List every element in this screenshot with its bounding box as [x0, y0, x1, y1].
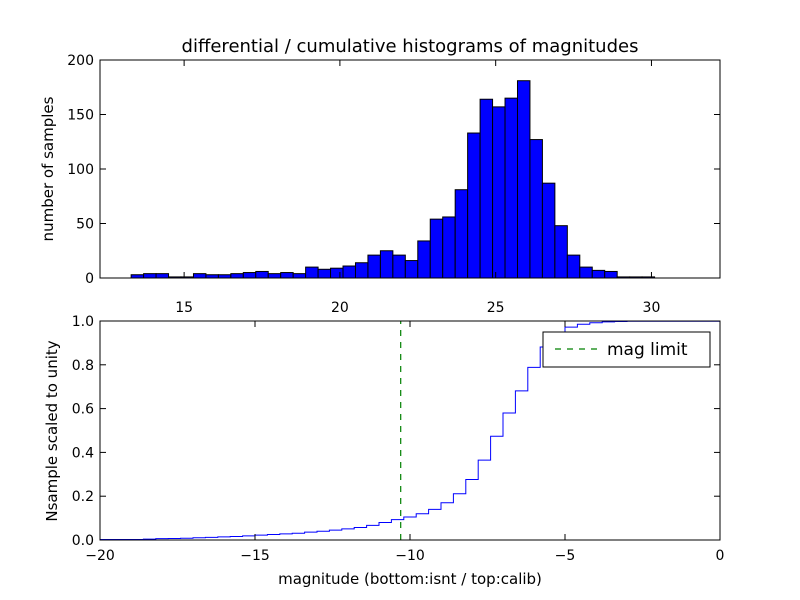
top-ticks: 15 20 25 30 0 50 100 150 200 — [67, 53, 720, 316]
histogram-bar — [267, 273, 282, 279]
bottom-x-tick-label: −20 — [85, 548, 115, 564]
histogram-bar — [392, 254, 406, 279]
histogram-bar — [541, 182, 556, 279]
histogram-bar — [492, 106, 506, 279]
legend-label-mag-limit: mag limit — [607, 340, 688, 360]
bottom-y-tick-label: 1.0 — [72, 314, 94, 330]
top-x-tick-label: 15 — [175, 300, 193, 316]
histogram-bar — [504, 97, 518, 279]
top-x-tick-label: 30 — [643, 300, 661, 316]
histogram-bar — [429, 218, 444, 279]
histogram-bar — [230, 273, 244, 279]
histogram-bar — [529, 139, 543, 279]
histogram-bar — [554, 225, 568, 279]
bottom-y-tick-label: 0.2 — [72, 489, 94, 505]
bottom-x-tick-label: −15 — [240, 548, 270, 564]
histogram-bar — [155, 273, 170, 279]
histogram-bar — [579, 266, 593, 279]
histogram-bar — [292, 273, 307, 279]
bottom-x-tick-label: −5 — [555, 548, 576, 564]
top-x-tick-label: 25 — [487, 300, 505, 316]
top-y-tick-label: 100 — [67, 162, 94, 178]
top-x-tick-label: 20 — [331, 300, 349, 316]
legend: mag limit — [542, 331, 711, 368]
top-y-tick-label: 150 — [67, 108, 94, 124]
bottom-ylabel: Nsample scaled to unity — [43, 340, 61, 521]
histogram-bar — [342, 265, 356, 279]
histogram-bar — [604, 270, 618, 279]
bottom-y-tick-label: 0.8 — [72, 358, 94, 374]
top-y-tick-label: 50 — [76, 217, 94, 233]
top-ylabel: number of samples — [39, 96, 57, 241]
bottom-ticks: −20 −15 −10 −5 0 0.0 0.2 0.4 0.6 0.8 1.0 — [72, 314, 725, 564]
histogram-bar — [467, 132, 481, 279]
histogram-bar — [516, 80, 531, 279]
bottom-x-tick-label: −10 — [395, 548, 425, 564]
histogram-bar — [454, 189, 469, 279]
histogram-bar — [404, 260, 419, 279]
histogram-bar — [317, 268, 332, 279]
bottom-y-tick-label: 0.6 — [72, 402, 94, 418]
histogram-bar — [192, 273, 207, 279]
chart-title: differential / cumulative histograms of … — [182, 36, 639, 57]
bottom-xlabel: magnitude (bottom:isnt / top:calib) — [278, 570, 542, 588]
histogram-bar — [442, 216, 456, 279]
histogram-bar — [566, 254, 581, 279]
bottom-panel: magnitude (bottom:isnt / top:calib) Nsam… — [43, 314, 724, 588]
top-axes-frame — [99, 59, 721, 279]
histogram-bar — [379, 250, 394, 279]
histogram-bar — [280, 272, 294, 279]
histogram-bar — [367, 254, 381, 279]
histogram-bar — [330, 267, 344, 279]
histogram-bar — [417, 240, 431, 279]
bottom-y-tick-label: 0.0 — [72, 533, 94, 549]
histogram-bar — [354, 262, 369, 279]
histogram-bar — [255, 270, 269, 279]
histogram-bar — [242, 272, 257, 279]
top-y-tick-label: 200 — [67, 53, 94, 69]
top-bars — [130, 80, 656, 279]
histogram-bar — [305, 266, 319, 279]
histogram-bar — [143, 273, 157, 279]
bottom-y-tick-label: 0.4 — [72, 445, 94, 461]
bottom-x-tick-label: 0 — [716, 548, 725, 564]
top-panel: differential / cumulative histograms of … — [39, 36, 721, 316]
histogram-bar — [479, 98, 494, 279]
top-y-tick-label: 0 — [85, 271, 94, 287]
bottom-axes-frame — [99, 320, 721, 541]
histogram-bar — [591, 269, 606, 279]
